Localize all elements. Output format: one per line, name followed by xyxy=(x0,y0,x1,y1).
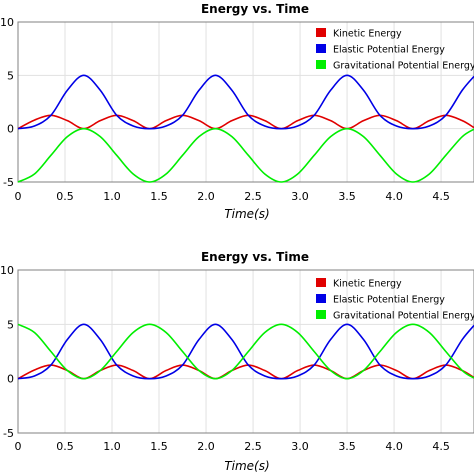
x-tick-label: 3.5 xyxy=(338,440,356,453)
x-tick-label: 1.0 xyxy=(103,190,121,203)
x-tick-label: 3.0 xyxy=(291,440,309,453)
chart-top: Energy vs. Time 0 0.5 1.0 1.5 2.0 2.5 3.0 3.5 4.… xyxy=(0,2,474,221)
y-tick-labels: -5 0 5 10 xyxy=(0,16,14,189)
legend-item: Kinetic Energy xyxy=(316,28,402,40)
legend-label: Kinetic Energy xyxy=(333,29,402,40)
x-tick-label: 2.0 xyxy=(197,440,215,453)
y-tick-label: 0 xyxy=(7,373,14,386)
legend-label: Elastic Potential Energy xyxy=(333,45,445,56)
legend-swatch xyxy=(316,28,326,37)
x-tick-label: 3.5 xyxy=(338,190,356,203)
x-tick-label: 2.0 xyxy=(197,190,215,203)
legend-item: Elastic Potential Energy xyxy=(316,294,445,306)
legend-swatch xyxy=(316,44,326,53)
x-tick-label: 4.0 xyxy=(385,190,403,203)
x-tick-labels: 0 0.5 1.0 1.5 2.0 2.5 3.0 3.5 4.0 4.5 xyxy=(15,440,450,453)
x-tick-label: 1.5 xyxy=(150,440,168,453)
y-tick-label: -5 xyxy=(3,176,14,189)
series-line-kinetic-energy xyxy=(17,114,474,130)
legend-label: Kinetic Energy xyxy=(333,279,402,290)
legend-label: Gravitational Potential Energy xyxy=(333,61,474,72)
series-line-kinetic-energy xyxy=(17,364,474,380)
y-tick-label: 10 xyxy=(0,264,14,277)
x-tick-label: 4.0 xyxy=(385,440,403,453)
series-layer xyxy=(17,74,474,183)
x-axis-label: Time(s) xyxy=(224,459,269,473)
legend-swatch xyxy=(316,60,326,69)
y-tick-label: 10 xyxy=(0,16,14,29)
legend-item: Elastic Potential Energy xyxy=(316,44,445,56)
y-tick-label: 5 xyxy=(7,69,14,82)
series-line-elastic-potential-energy xyxy=(17,323,474,380)
chart-title: Energy vs. Time xyxy=(201,250,309,264)
x-tick-label: 1.5 xyxy=(150,190,168,203)
y-tick-labels: -5 0 5 10 xyxy=(0,264,14,440)
series-line-gravitational-potential-energy xyxy=(17,323,474,380)
x-tick-label: 2.5 xyxy=(244,190,262,203)
y-tick-label: 0 xyxy=(7,123,14,136)
legend-label: Gravitational Potential Energy xyxy=(333,311,474,322)
x-tick-label: 3.0 xyxy=(291,190,309,203)
x-tick-label: 0.5 xyxy=(56,190,74,203)
x-tick-label: 0.5 xyxy=(56,440,74,453)
y-tick-label: 5 xyxy=(7,318,14,331)
chart-title: Energy vs. Time xyxy=(201,2,309,16)
x-tick-label: 1.0 xyxy=(103,440,121,453)
legend-label: Elastic Potential Energy xyxy=(333,295,445,306)
x-tick-labels: 0 0.5 1.0 1.5 2.0 2.5 3.0 3.5 4.0 4.5 xyxy=(15,190,450,203)
series-layer xyxy=(17,323,474,380)
legend-swatch xyxy=(316,294,326,303)
legend: Kinetic Energy Elastic Potential Energy Gr… xyxy=(316,28,474,72)
plot-frame xyxy=(17,21,474,183)
x-tick-label: 2.5 xyxy=(244,440,262,453)
x-tick-label: 4.5 xyxy=(432,190,450,203)
x-tick-label: 0 xyxy=(15,440,22,453)
series-line-gravitational-potential-energy xyxy=(17,127,474,183)
legend: Kinetic Energy Elastic Potential Energy Gr… xyxy=(316,278,474,322)
legend-item: Gravitational Potential Energy xyxy=(316,310,474,322)
y-tick-label: -5 xyxy=(3,427,14,440)
series-line-elastic-potential-energy xyxy=(17,74,474,130)
legend-swatch xyxy=(316,310,326,319)
x-tick-label: 0 xyxy=(15,190,22,203)
legend-item: Gravitational Potential Energy xyxy=(316,60,474,72)
legend-item: Kinetic Energy xyxy=(316,278,402,290)
x-tick-label: 4.5 xyxy=(432,440,450,453)
legend-swatch xyxy=(316,278,326,287)
chart-bottom: Energy vs. Time 0 0.5 1.0 1.5 2.0 2.5 3.0 3.5 4.… xyxy=(0,250,474,473)
x-axis-label: Time(s) xyxy=(224,207,269,221)
plot-frame xyxy=(17,269,474,434)
